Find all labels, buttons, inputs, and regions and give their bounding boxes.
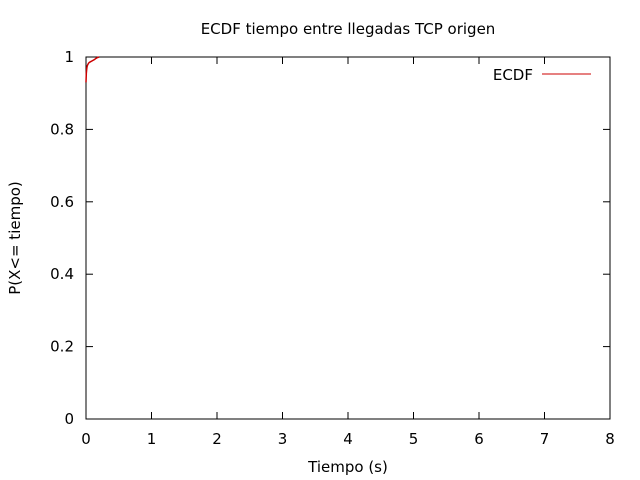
y-tick-label-0: 0 (64, 410, 74, 428)
x-tick-label-1: 1 (147, 430, 157, 448)
x-tick-label-2: 2 (212, 430, 222, 448)
x-tick-label-8: 8 (605, 430, 615, 448)
y-tick-label-5: 1 (64, 48, 74, 66)
x-tick-label-5: 5 (409, 430, 419, 448)
y-tick-label-1: 0.2 (50, 338, 74, 356)
x-tick-label-3: 3 (278, 430, 288, 448)
legend: ECDF (493, 66, 591, 84)
legend-label-ecdf: ECDF (493, 66, 533, 84)
x-tick-label-7: 7 (540, 430, 550, 448)
series-line-0 (85, 56, 100, 83)
x-axis-label: Tiempo (s) (307, 458, 388, 476)
y-tick-label-4: 0.8 (50, 120, 74, 138)
x-tick-label-4: 4 (343, 430, 353, 448)
chart-title: ECDF tiempo entre llegadas TCP origen (201, 20, 496, 38)
y-axis-ticks: 0 0.2 0.4 0.6 0.8 1 (50, 48, 610, 428)
x-tick-label-0: 0 (81, 430, 91, 448)
y-tick-label-3: 0.6 (50, 193, 74, 211)
y-tick-label-2: 0.4 (50, 265, 74, 283)
plot-area-frame (85, 56, 611, 420)
series-layer (85, 56, 100, 83)
x-axis-ticks: 0 1 2 3 4 5 6 7 8 (81, 57, 615, 448)
x-tick-label-6: 6 (474, 430, 484, 448)
y-axis-label: P(X<= tiempo) (6, 181, 24, 295)
